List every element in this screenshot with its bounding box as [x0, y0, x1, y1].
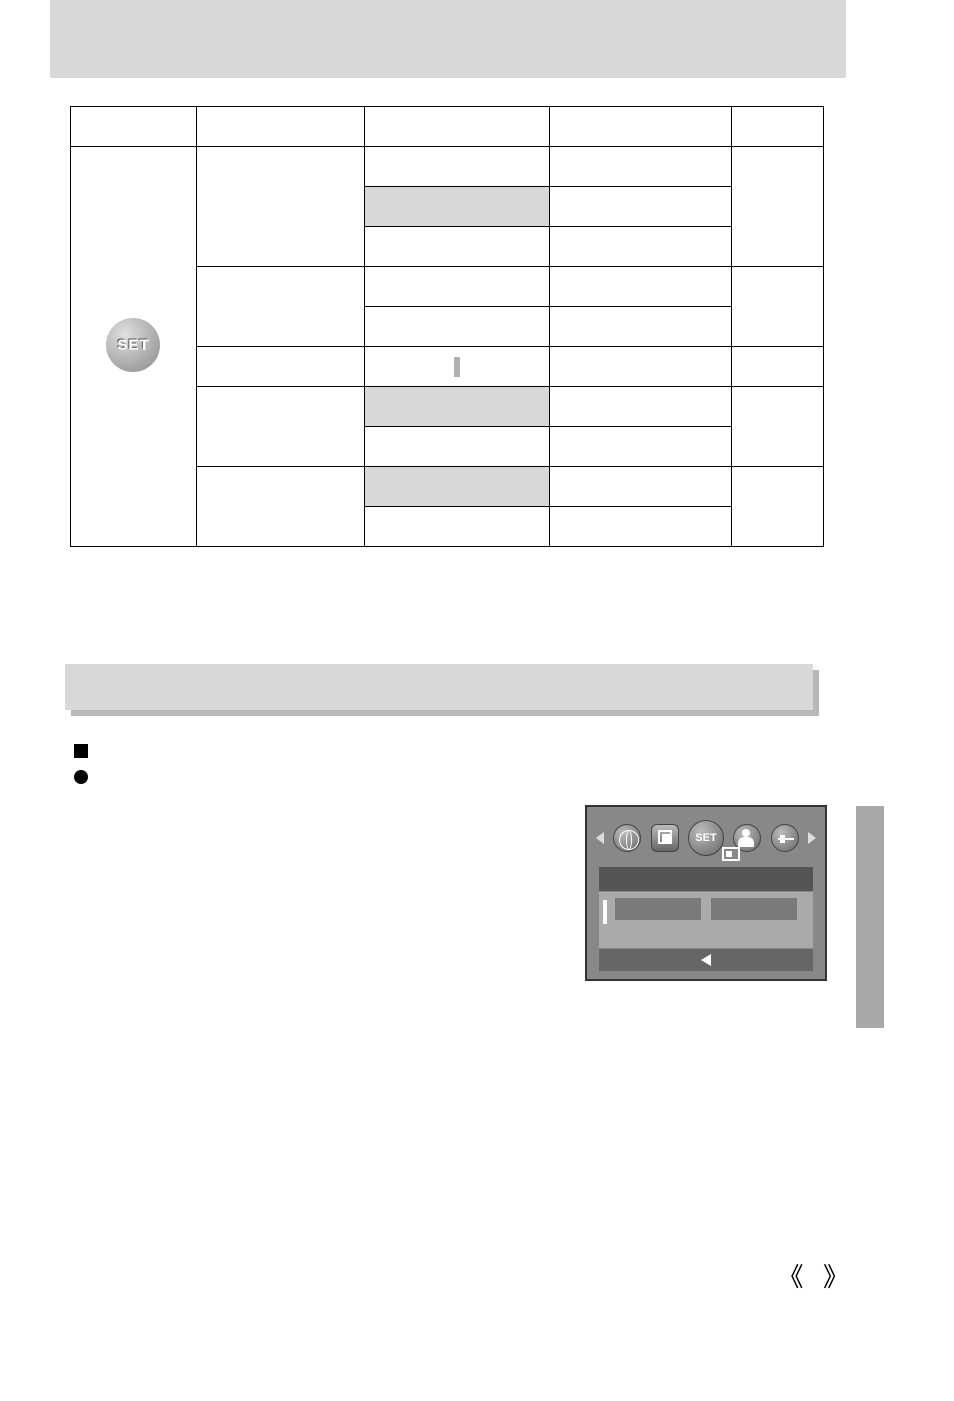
camera-screen: SET: [585, 805, 827, 981]
option-cell: [364, 227, 550, 267]
resize-sub-icon: [722, 847, 740, 861]
value-cell: [550, 187, 732, 227]
page-angle-marks: 《 》: [777, 1257, 849, 1294]
group-cell: [196, 387, 364, 467]
square-bullet-icon: [74, 744, 88, 758]
set-button-label: SET: [695, 832, 716, 844]
table-row: SET: [71, 147, 824, 187]
left-angle: 《: [777, 1263, 803, 1292]
set-icon: SET: [106, 318, 160, 372]
screen-nav-bar: [599, 949, 813, 971]
globe-icon: [613, 824, 641, 852]
option-cell: [364, 347, 550, 387]
value-cell: [550, 307, 732, 347]
screen-content: [599, 892, 813, 948]
left-arrow-icon: [596, 832, 604, 844]
value-cell: [550, 227, 732, 267]
value-cell: [550, 387, 732, 427]
icon-cell: SET: [71, 147, 197, 547]
value-cell: [550, 147, 732, 187]
section-band: [65, 664, 813, 710]
settings-table: SET: [70, 106, 824, 547]
option-cell: [364, 387, 550, 427]
group-cell: [196, 467, 364, 547]
option-cell: [364, 467, 550, 507]
value-cell: [550, 267, 732, 307]
option-cell: [364, 147, 550, 187]
right-arrow-icon: [808, 832, 816, 844]
option-cell: [364, 427, 550, 467]
header-cell: [364, 107, 550, 147]
ref-cell: [732, 147, 824, 267]
set-icon-label: SET: [117, 337, 149, 354]
header-cell: [732, 107, 824, 147]
option-cell: [364, 507, 550, 547]
side-tab: [856, 806, 884, 1028]
header-cell: [71, 107, 197, 147]
ref-cell: [732, 387, 824, 467]
slider-icon: [771, 824, 799, 852]
right-angle: 》: [823, 1263, 849, 1292]
header-cell: [550, 107, 732, 147]
set-button-icon: SET: [688, 820, 724, 856]
ref-cell: [732, 267, 824, 347]
header-cell: [196, 107, 364, 147]
value-cell: [550, 347, 732, 387]
screen-option-box: [615, 898, 701, 920]
value-cell: [550, 467, 732, 507]
group-cell: [196, 147, 364, 267]
screen-title-bar: [599, 867, 813, 891]
resize-icon: [651, 824, 679, 852]
option-cell: [364, 267, 550, 307]
option-cell: [364, 187, 550, 227]
screen-option-box: [711, 898, 797, 920]
screen-toolbar: SET: [591, 813, 821, 863]
back-arrow-icon: [701, 954, 711, 966]
value-cell: [550, 427, 732, 467]
ref-cell: [732, 467, 824, 547]
header-band: [50, 0, 846, 78]
screen-cursor-icon: [603, 900, 607, 924]
circle-bullet-icon: [74, 770, 88, 784]
table-header-row: [71, 107, 824, 147]
cursor-icon: [454, 357, 460, 377]
group-cell: [196, 267, 364, 347]
group-cell: [196, 347, 364, 387]
ref-cell: [732, 347, 824, 387]
option-cell: [364, 307, 550, 347]
value-cell: [550, 507, 732, 547]
